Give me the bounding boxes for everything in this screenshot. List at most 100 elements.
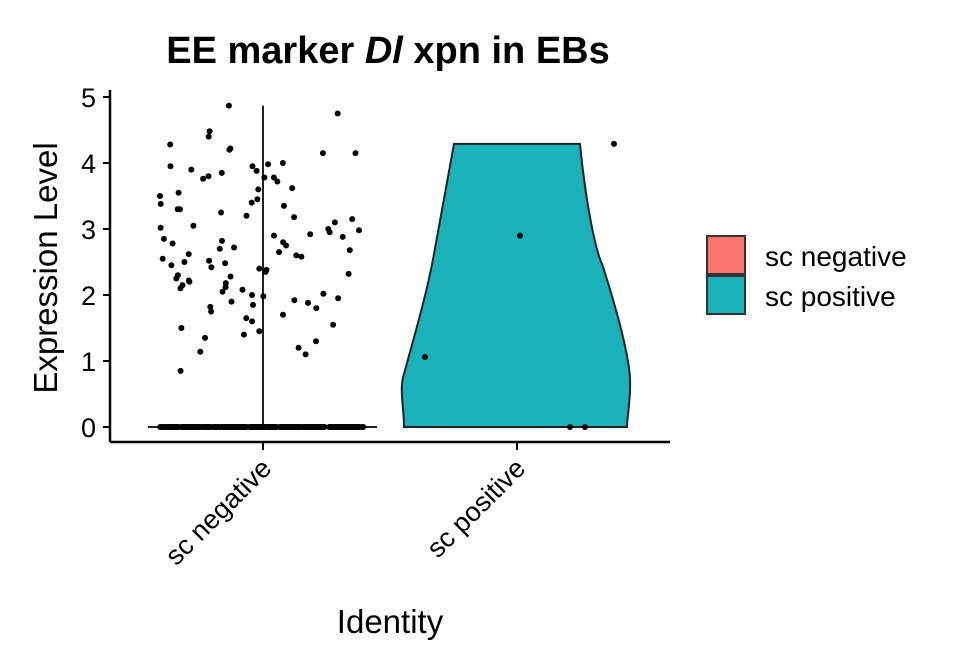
point-sc-negative bbox=[273, 424, 280, 430]
point-sc-negative bbox=[250, 301, 256, 308]
point-sc-negative bbox=[253, 167, 260, 174]
point-sc-negative bbox=[311, 424, 318, 430]
point-sc-negative bbox=[218, 209, 225, 216]
point-sc-negative bbox=[280, 311, 286, 318]
point-sc-negative bbox=[157, 200, 164, 207]
point-sc-negative bbox=[177, 285, 184, 292]
point-sc-negative bbox=[174, 424, 181, 430]
point-sc-negative bbox=[260, 293, 267, 300]
point-sc-negative bbox=[265, 161, 272, 168]
point-sc-negative bbox=[298, 253, 305, 260]
legend-swatch bbox=[706, 275, 746, 315]
point-sc-negative bbox=[289, 185, 296, 192]
legend-swatch bbox=[706, 235, 746, 275]
point-sc-positive bbox=[567, 424, 573, 430]
point-sc-negative bbox=[334, 424, 341, 430]
point-sc-negative bbox=[175, 189, 182, 196]
point-sc-negative bbox=[243, 212, 250, 219]
point-sc-negative bbox=[338, 424, 345, 430]
point-sc-negative bbox=[354, 424, 361, 430]
point-sc-negative bbox=[218, 169, 225, 176]
point-sc-negative bbox=[241, 424, 248, 430]
point-sc-negative bbox=[256, 265, 263, 272]
point-sc-negative bbox=[208, 264, 215, 271]
point-sc-negative bbox=[352, 150, 359, 157]
point-sc-negative bbox=[168, 262, 175, 269]
point-sc-negative bbox=[255, 186, 262, 193]
point-sc-negative bbox=[257, 424, 264, 430]
point-sc-negative bbox=[319, 424, 325, 430]
point-sc-negative bbox=[225, 102, 232, 109]
point-sc-negative bbox=[305, 299, 311, 306]
point-sc-positive bbox=[611, 140, 617, 147]
point-sc-negative bbox=[208, 308, 215, 315]
point-sc-negative bbox=[186, 424, 192, 430]
point-sc-negative bbox=[227, 273, 234, 280]
point-sc-negative bbox=[197, 348, 204, 355]
point-sc-negative bbox=[190, 222, 197, 229]
point-sc-negative bbox=[331, 219, 338, 226]
point-sc-negative bbox=[177, 367, 184, 374]
point-sc-negative bbox=[282, 424, 289, 430]
point-sc-positive bbox=[517, 232, 523, 239]
point-sc-negative bbox=[349, 216, 356, 223]
point-sc-negative bbox=[254, 196, 261, 203]
point-sc-negative bbox=[216, 245, 223, 252]
point-sc-negative bbox=[207, 303, 214, 310]
point-sc-negative bbox=[274, 178, 281, 185]
point-sc-negative bbox=[339, 233, 346, 240]
y-tick-label: 0 bbox=[81, 413, 96, 443]
point-sc-negative bbox=[276, 249, 283, 256]
point-sc-negative bbox=[330, 321, 337, 328]
point-sc-negative bbox=[243, 315, 250, 322]
point-sc-negative bbox=[291, 424, 298, 430]
point-sc-positive bbox=[422, 354, 428, 360]
chart-title-part-1: EE marker bbox=[166, 30, 365, 72]
point-sc-negative bbox=[256, 328, 263, 335]
point-sc-negative bbox=[279, 160, 286, 166]
point-sc-negative bbox=[249, 163, 256, 170]
point-sc-positive bbox=[582, 424, 588, 430]
point-sc-negative bbox=[160, 235, 167, 242]
point-sc-negative bbox=[249, 318, 256, 325]
point-sc-negative bbox=[291, 297, 298, 304]
legend-label: sc positive bbox=[765, 281, 896, 312]
point-sc-negative bbox=[240, 331, 247, 338]
point-sc-negative bbox=[206, 128, 213, 135]
point-sc-negative bbox=[213, 424, 220, 430]
y-tick-label: 2 bbox=[81, 281, 96, 311]
point-sc-negative bbox=[313, 305, 320, 312]
y-axis-ticks: 0 1 2 3 4 5 bbox=[81, 83, 110, 443]
point-sc-negative bbox=[291, 214, 298, 221]
point-sc-negative bbox=[169, 424, 176, 430]
y-tick-label: 1 bbox=[81, 347, 96, 377]
point-sc-negative bbox=[346, 247, 353, 254]
point-sc-negative bbox=[222, 260, 229, 267]
violin-layer bbox=[148, 105, 632, 428]
point-sc-negative bbox=[320, 290, 327, 297]
x-tick-label: sc positive bbox=[421, 453, 531, 563]
chart-title: EE marker Dl xpn in EBs bbox=[166, 30, 610, 72]
points-layer bbox=[157, 102, 617, 430]
point-sc-negative bbox=[248, 199, 255, 206]
point-sc-negative bbox=[167, 163, 174, 170]
point-sc-negative bbox=[356, 227, 362, 234]
point-sc-negative bbox=[280, 202, 287, 209]
legend-label: sc negative bbox=[765, 241, 907, 272]
point-sc-negative bbox=[157, 224, 164, 231]
point-sc-negative bbox=[283, 242, 290, 249]
point-sc-negative bbox=[302, 424, 309, 430]
point-sc-negative bbox=[205, 173, 212, 180]
x-axis-ticks: sc negative sc positive bbox=[159, 442, 531, 571]
point-sc-negative bbox=[319, 150, 326, 157]
point-sc-negative bbox=[157, 193, 163, 199]
point-sc-negative bbox=[205, 133, 212, 140]
point-sc-negative bbox=[307, 231, 314, 238]
point-sc-negative bbox=[265, 424, 272, 430]
point-sc-negative bbox=[162, 424, 169, 430]
point-sc-negative bbox=[326, 229, 333, 236]
point-sc-negative bbox=[219, 288, 226, 295]
y-tick-label: 5 bbox=[81, 83, 96, 113]
point-sc-negative bbox=[174, 206, 181, 213]
